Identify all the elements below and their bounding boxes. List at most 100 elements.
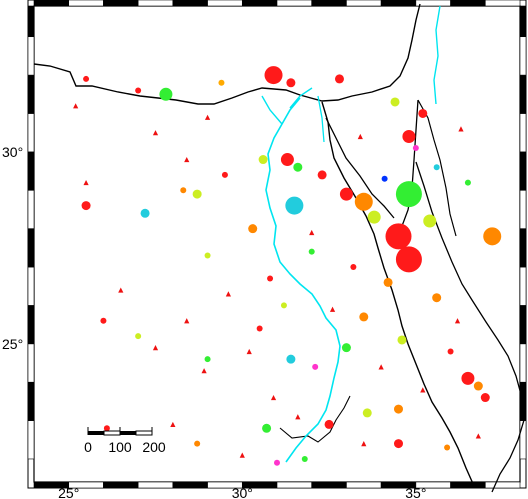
- event-marker: [339, 187, 353, 201]
- event-marker: [159, 87, 173, 101]
- frame-checker-40: [27, 189, 35, 229]
- frame-checker-49: [519, 36, 527, 76]
- frame-checker-8: [172, 0, 208, 7]
- event-marker: [293, 162, 303, 172]
- frame-checker-34: [27, 305, 35, 345]
- frame-checker-39: [519, 228, 527, 268]
- frame-checker-5: [103, 481, 139, 489]
- y-tick-label-1: 25°: [2, 336, 23, 352]
- scale-bar-segment-3: [120, 431, 136, 435]
- station-triangle: [295, 414, 301, 420]
- station-triangle: [73, 103, 79, 109]
- sinai-east-coastline: [395, 99, 419, 233]
- event-marker: [258, 155, 268, 165]
- event-marker: [359, 312, 369, 322]
- x-tick-label-1: 30°: [232, 485, 253, 499]
- aqaba-gulf-coastline: [417, 99, 457, 237]
- station-triangle: [246, 348, 252, 355]
- station-triangle: [420, 387, 426, 393]
- event-marker: [286, 78, 296, 88]
- station-triangle: [454, 318, 461, 324]
- frame-checker-9: [172, 481, 208, 489]
- station-triangle: [361, 441, 367, 447]
- axis-tick-labels: 25° 30° 35° 30° 25°: [2, 144, 426, 499]
- lake-nasser-shore: [279, 395, 351, 443]
- y-tick-label-0: 30°: [2, 144, 23, 160]
- frame-checker-25: [450, 481, 486, 489]
- frame-checker-7: [137, 481, 174, 489]
- frame-checker-50: [27, 5, 35, 38]
- event-marker: [285, 196, 304, 215]
- event-marker: [204, 252, 211, 259]
- scale-bar: 0 100 200: [84, 427, 166, 455]
- event-marker: [418, 108, 428, 118]
- event-marker: [480, 393, 490, 403]
- event-marker: [367, 210, 381, 224]
- scale-bar-label-200: 200: [142, 439, 166, 455]
- event-marker: [397, 335, 407, 345]
- station-triangle: [83, 179, 89, 186]
- frame-checker-46: [27, 74, 35, 114]
- station-triangle: [118, 287, 124, 293]
- frame-checker-16: [311, 0, 347, 7]
- red-sea-west-coastline: [321, 101, 475, 487]
- event-marker: [218, 79, 225, 86]
- event-marker: [192, 189, 202, 199]
- event-marker: [317, 170, 327, 180]
- event-marker: [256, 325, 263, 332]
- frame-checker-47: [519, 74, 527, 114]
- frame-checker-4: [103, 0, 139, 7]
- event-marker: [334, 74, 344, 84]
- event-marker: [483, 227, 502, 246]
- nile-river: [265, 97, 341, 463]
- frame-checker-10: [207, 0, 243, 7]
- event-marker: [274, 459, 280, 466]
- frame-checker-0: [33, 0, 70, 7]
- red-sea-east-coastline: [415, 161, 525, 493]
- nile-delta-branch-east: [289, 87, 313, 109]
- frame-checker-41: [519, 189, 527, 229]
- frame-checker-36: [27, 266, 35, 306]
- frame-checker-37: [519, 266, 527, 306]
- station-triangle: [378, 364, 384, 370]
- event-marker: [312, 363, 319, 370]
- mediterranean-coastline: [33, 3, 421, 105]
- station-triangle: [309, 229, 315, 236]
- event-marker: [395, 181, 422, 208]
- station-triangle: [329, 306, 336, 312]
- frame-checker-18: [346, 0, 382, 7]
- event-marker: [194, 440, 201, 447]
- frame-checker-51: [519, 5, 527, 38]
- event-marker: [221, 171, 228, 178]
- frame-checker-14: [276, 0, 313, 7]
- event-marker: [423, 214, 437, 228]
- frame-checker-44: [27, 113, 35, 153]
- station-triangle: [458, 126, 464, 132]
- scale-bar-segment-1: [88, 431, 104, 435]
- event-marker: [394, 404, 403, 414]
- x-tick-label-2: 35°: [405, 485, 426, 499]
- scale-bar-label-0: 0: [84, 439, 92, 455]
- event-marker: [140, 208, 150, 218]
- event-marker: [135, 87, 142, 94]
- sinai-west-coastline: [325, 117, 395, 219]
- frame-checker-26: [484, 0, 521, 7]
- event-marker: [412, 145, 419, 152]
- frame-checker-15: [276, 481, 313, 489]
- station-triangle: [204, 114, 211, 120]
- event-marker: [402, 130, 416, 144]
- event-marker: [395, 246, 422, 273]
- x-tick-label-0: 25°: [58, 485, 79, 499]
- event-marker: [341, 343, 351, 353]
- map-plot-area: 0 100 200: [33, 3, 525, 493]
- event-marker: [81, 201, 91, 211]
- event-marker: [103, 425, 110, 432]
- scale-bar-segment-2: [103, 430, 121, 436]
- event-marker: [390, 97, 400, 107]
- frame-checker-27: [484, 481, 521, 489]
- nile-delta-branch-west: [261, 95, 283, 125]
- station-triangle: [152, 130, 159, 136]
- event-marker: [280, 302, 287, 309]
- event-marker: [473, 381, 483, 391]
